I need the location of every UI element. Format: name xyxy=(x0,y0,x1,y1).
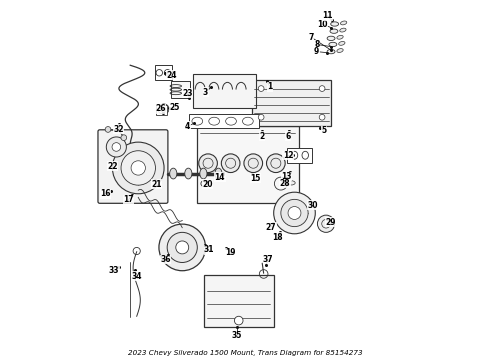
Circle shape xyxy=(176,241,189,254)
Bar xyxy=(196,126,299,203)
Ellipse shape xyxy=(337,35,343,39)
Ellipse shape xyxy=(339,41,345,45)
Circle shape xyxy=(112,143,121,151)
Circle shape xyxy=(258,114,264,120)
Text: 5: 5 xyxy=(321,126,326,135)
Ellipse shape xyxy=(327,49,335,54)
Text: 20: 20 xyxy=(202,180,213,189)
Text: 1: 1 xyxy=(268,82,273,91)
Circle shape xyxy=(221,154,240,172)
Bar xyxy=(156,105,167,116)
Text: 33: 33 xyxy=(109,266,120,275)
Circle shape xyxy=(288,207,301,220)
Text: 22: 22 xyxy=(107,162,118,171)
Text: 15: 15 xyxy=(250,174,261,183)
Ellipse shape xyxy=(243,117,253,125)
Text: 35: 35 xyxy=(232,332,242,341)
Circle shape xyxy=(105,127,111,132)
Ellipse shape xyxy=(201,180,209,187)
Circle shape xyxy=(258,86,264,91)
Circle shape xyxy=(244,154,263,172)
Text: 7: 7 xyxy=(309,33,314,42)
Text: 27: 27 xyxy=(266,223,276,232)
Ellipse shape xyxy=(330,29,338,33)
FancyBboxPatch shape xyxy=(98,130,168,203)
Ellipse shape xyxy=(200,168,207,179)
Text: 36: 36 xyxy=(160,255,171,264)
Ellipse shape xyxy=(215,168,222,179)
Text: 16: 16 xyxy=(100,189,110,198)
Text: 2023 Chevy Silverado 1500 Mount, Trans Diagram for 85154273: 2023 Chevy Silverado 1500 Mount, Trans D… xyxy=(128,350,362,356)
Text: 29: 29 xyxy=(326,218,336,227)
Bar xyxy=(193,74,256,108)
Text: 4: 4 xyxy=(185,122,190,131)
Text: 24: 24 xyxy=(166,71,177,80)
Circle shape xyxy=(112,142,164,194)
Circle shape xyxy=(121,135,126,140)
Ellipse shape xyxy=(209,117,220,125)
Bar xyxy=(287,148,312,163)
Text: 2: 2 xyxy=(259,132,265,141)
Ellipse shape xyxy=(327,36,335,41)
Text: 10: 10 xyxy=(317,19,327,28)
Circle shape xyxy=(319,86,325,91)
Text: 6: 6 xyxy=(285,132,291,141)
Text: 8: 8 xyxy=(314,40,319,49)
Circle shape xyxy=(318,215,335,232)
Ellipse shape xyxy=(331,22,339,26)
Bar xyxy=(190,114,259,128)
Text: 12: 12 xyxy=(283,151,294,160)
Text: 37: 37 xyxy=(263,255,273,264)
Text: 34: 34 xyxy=(131,271,142,280)
Circle shape xyxy=(281,199,308,226)
Ellipse shape xyxy=(329,42,337,46)
Circle shape xyxy=(319,114,325,120)
Text: 30: 30 xyxy=(307,201,318,210)
Text: 9: 9 xyxy=(314,47,319,56)
Ellipse shape xyxy=(287,181,295,185)
Circle shape xyxy=(121,151,155,185)
Text: 28: 28 xyxy=(280,179,291,188)
Circle shape xyxy=(267,154,285,172)
Text: 25: 25 xyxy=(169,103,179,112)
Ellipse shape xyxy=(340,28,346,32)
Text: 26: 26 xyxy=(155,104,166,113)
Circle shape xyxy=(199,154,218,172)
Circle shape xyxy=(167,232,197,262)
Bar xyxy=(155,65,172,80)
Text: 21: 21 xyxy=(151,180,162,189)
Ellipse shape xyxy=(225,117,236,125)
Text: 23: 23 xyxy=(182,89,193,98)
Circle shape xyxy=(106,137,126,157)
Ellipse shape xyxy=(170,168,177,179)
FancyBboxPatch shape xyxy=(204,275,274,327)
Text: 14: 14 xyxy=(215,173,225,182)
Text: 19: 19 xyxy=(225,248,236,257)
Text: 17: 17 xyxy=(123,195,134,204)
Ellipse shape xyxy=(185,168,192,179)
Text: 31: 31 xyxy=(204,246,215,255)
Text: 3: 3 xyxy=(203,87,208,96)
Bar xyxy=(172,81,190,98)
Bar xyxy=(252,80,331,126)
Circle shape xyxy=(131,161,146,175)
Text: 11: 11 xyxy=(322,11,333,20)
Circle shape xyxy=(274,192,315,234)
Circle shape xyxy=(159,224,205,271)
Circle shape xyxy=(234,316,243,325)
Text: 32: 32 xyxy=(114,125,124,134)
Text: 18: 18 xyxy=(272,233,283,242)
Ellipse shape xyxy=(337,49,343,53)
Ellipse shape xyxy=(341,21,347,25)
Ellipse shape xyxy=(192,117,203,125)
Text: 13: 13 xyxy=(281,172,292,181)
